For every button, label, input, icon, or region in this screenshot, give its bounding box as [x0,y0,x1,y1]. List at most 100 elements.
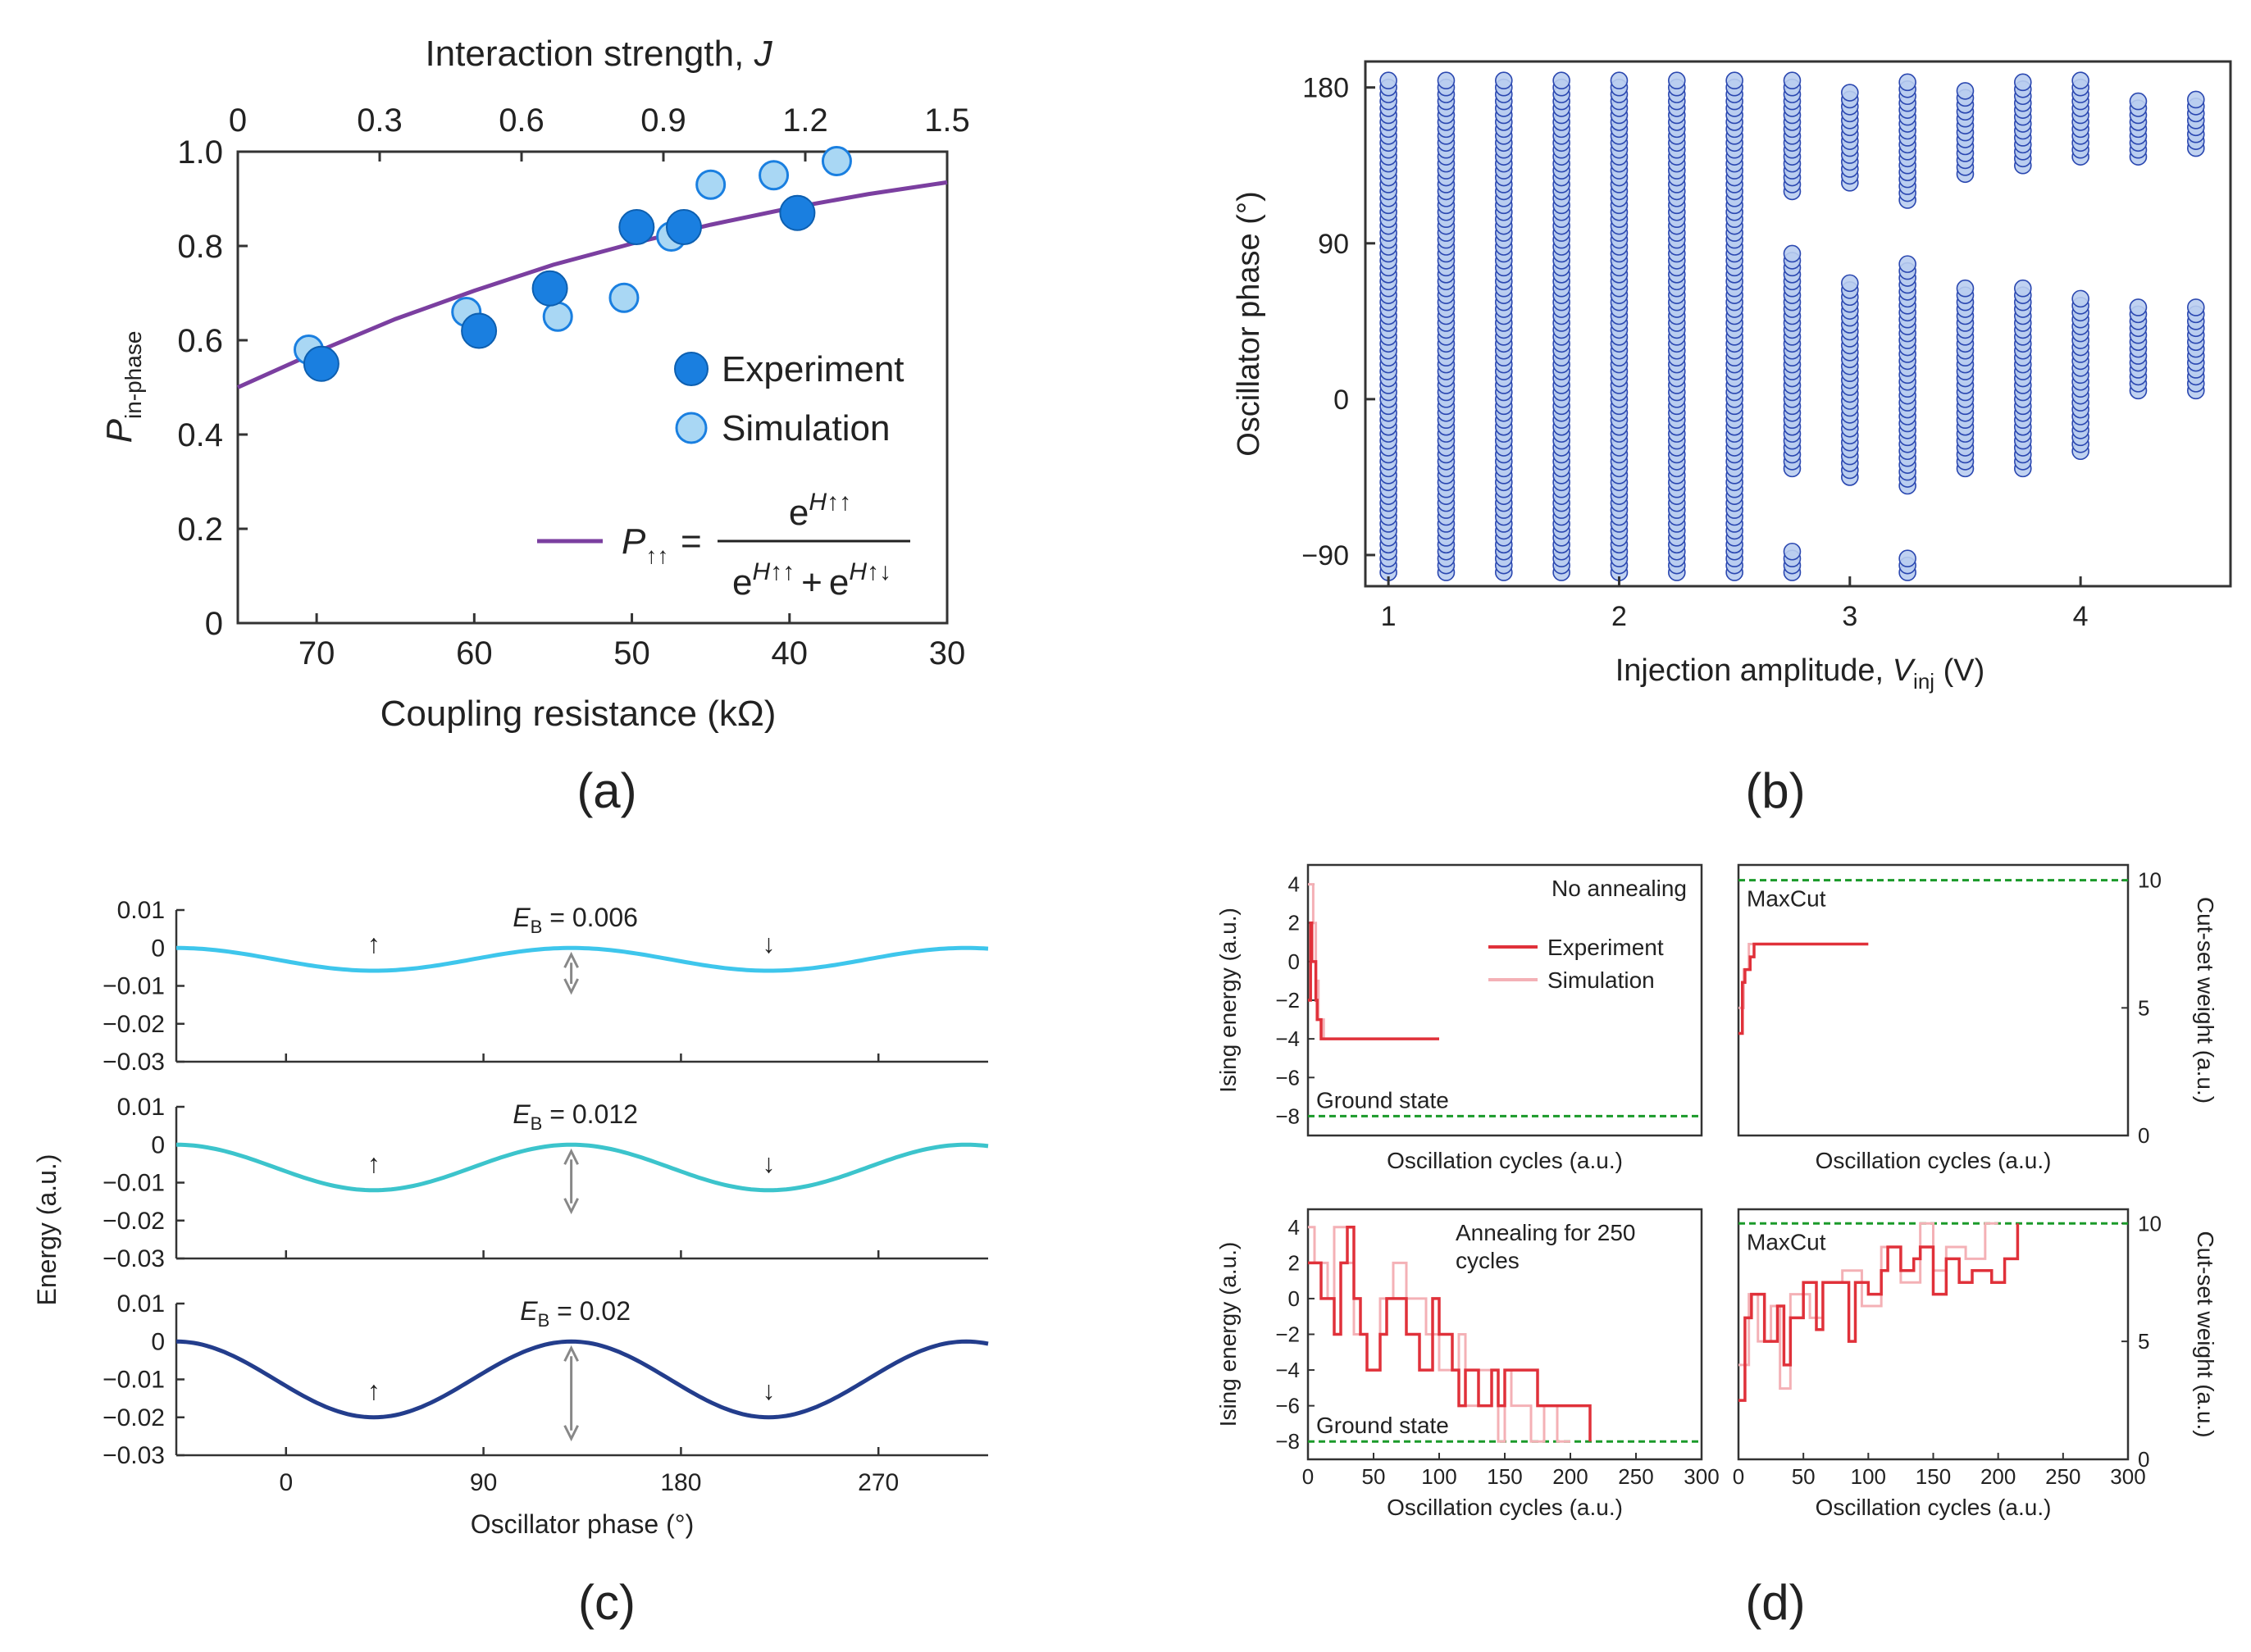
barrier-arrow-head-down [563,1198,579,1215]
x-tick-label: 0 [1733,1464,1744,1489]
experiment-point [665,209,702,245]
y-tick-label: −8 [1275,1429,1300,1454]
phase-point [1898,255,1916,273]
plot-frame [1737,863,2130,1137]
legend-simulation-label: Simulation [1547,967,1655,993]
panel-a-y-ticks: 0 0.2 0.4 0.6 0.8 1.0 [177,134,248,642]
energy-curve [176,1142,989,1193]
cycle-subplot: 4 2 0 −2 −4 −6 −8 Ising energy (a.u.) Ground sta… [1215,1208,1720,1520]
phase-point [1437,71,1456,90]
formula-lhs: P↑↑ [622,521,668,568]
spin-down-arrow: ↓ [762,1149,775,1178]
left-y-axis-label: Ising energy (a.u.) [1215,908,1241,1093]
energy-subplot: 0.01 0 −0.01 −0.02 −0.03 EB = 0.02 ↑ ↓ [103,1290,989,1469]
panel-c-y-axis-label: Energy (a.u.) [32,1154,62,1306]
y-tick-label: 0 [151,1328,165,1355]
x-tick-label: 200 [1552,1464,1588,1489]
x-tick-label: 4 [2073,601,2089,632]
panel-b: −90 0 90 180 1 2 3 4 Oscillator phase (°) Inje… [1232,60,2232,818]
y-tick-label: 0 [1288,1286,1300,1311]
barrier-label: EB = 0.006 [513,903,638,937]
maxcut-label: MaxCut [1747,886,1826,912]
x-tick-label: 0 [279,1469,293,1496]
y-tick-label: −0.03 [103,1442,165,1469]
phase-point [2014,279,2032,298]
y-tick-label: −0.01 [103,1170,165,1197]
panel-a-experiment-series [303,194,816,382]
y-tick-label: −0.03 [103,1245,165,1272]
phase-point [2071,71,2089,90]
y-tick-label: −90 [1301,540,1349,571]
phase-point [2187,298,2205,316]
no-annealing-label: No annealing [1552,876,1687,901]
y-tick-label: −0.03 [103,1049,165,1076]
phase-point [2014,73,2032,92]
maxcut-label: MaxCut [1747,1229,1826,1254]
y-tick-label: 0.4 [177,417,223,453]
phase-point [1783,71,1802,90]
y-tick-label: −0.01 [103,1367,165,1394]
x-tick-label: 3 [1842,601,1857,632]
y-tick-label: −6 [1275,1065,1300,1090]
x-axis-label: Oscillation cycles (a.u.) [1387,1148,1623,1173]
x-tick-label: 300 [1684,1464,1719,1489]
x-axis-label: Oscillation cycles (a.u.) [1387,1495,1623,1520]
y-tick-label: 0 [2138,1447,2149,1472]
y-tick-label: −0.01 [103,973,165,1000]
y-tick-label: 1.0 [177,134,223,171]
cycle-subplot: 4 2 0 −2 −4 −6 −8 Ising energy (a.u.) Ground sta… [1215,863,1703,1173]
y-tick-label: 0.6 [177,323,223,359]
experiment-trace [1738,1223,2020,1402]
top-tick-label: 0 [229,102,247,139]
phase-point [2071,289,2089,308]
x-tick-label: 180 [660,1469,701,1496]
phase-point [1783,244,1802,263]
panel-a-fit-curve [236,180,948,389]
y-tick-label: 0 [151,935,165,962]
energy-curve [175,1339,989,1420]
phase-point [1495,71,1513,90]
barrier-arrow-head-up [563,1148,579,1165]
top-tick-label: 1.2 [782,102,828,139]
experiment-trace [1308,921,1439,1040]
top-tick-label: 0.6 [499,102,545,139]
x-axis-label: Oscillation cycles (a.u.) [1816,1148,2052,1173]
phase-point [1956,82,1975,100]
experiment-point [618,209,655,245]
simulation-point [695,169,727,200]
y-tick-label: 0 [1333,385,1349,416]
simulation-point [821,146,852,176]
legend-experiment-marker [674,352,709,386]
phase-point [2129,298,2148,316]
y-tick-label: −6 [1275,1394,1300,1418]
energy-curve [176,945,989,973]
experiment-point [531,270,568,307]
spin-down-arrow: ↓ [762,929,775,958]
x-axis-label: Oscillation cycles (a.u.) [1816,1495,2052,1520]
spin-up-arrow: ↑ [367,929,380,958]
simulation-point [542,301,573,332]
energy-subplot: 0.01 0 −0.01 −0.02 −0.03 EB = 0.006 ↑ ↓ [103,897,989,1076]
panel-b-tag: (b) [1745,763,1805,818]
panel-a-y-axis-label: Pin-phase [99,331,146,444]
right-y-axis-label: Cut-set weight (a.u.) [2193,897,2218,1104]
y-tick-label: 4 [1288,1215,1300,1240]
spin-down-arrow: ↓ [762,1376,775,1405]
legend-experiment-label: Experiment [1547,935,1664,960]
y-tick-label: 180 [1302,73,1349,104]
y-tick-label: −0.02 [103,1208,165,1235]
panel-a-tag: (a) [576,763,636,818]
y-tick-label: 0 [2138,1123,2149,1148]
phase-point [2129,92,2148,111]
x-tick-label: 100 [1851,1464,1886,1489]
annealing-label-line1: Annealing for 250 [1456,1220,1636,1245]
y-tick-label: −0.02 [103,1011,165,1038]
top-tick-label: 1.5 [924,102,970,139]
x-tick-label: 150 [1916,1464,1951,1489]
experiment-point [303,345,339,382]
phase-point [1898,73,1916,92]
x-tick-label: 200 [1980,1464,2016,1489]
barrier-arrow-head-up [563,951,579,968]
x-tick-label: 0 [1302,1464,1314,1489]
top-tick-label: 0.9 [640,102,686,139]
